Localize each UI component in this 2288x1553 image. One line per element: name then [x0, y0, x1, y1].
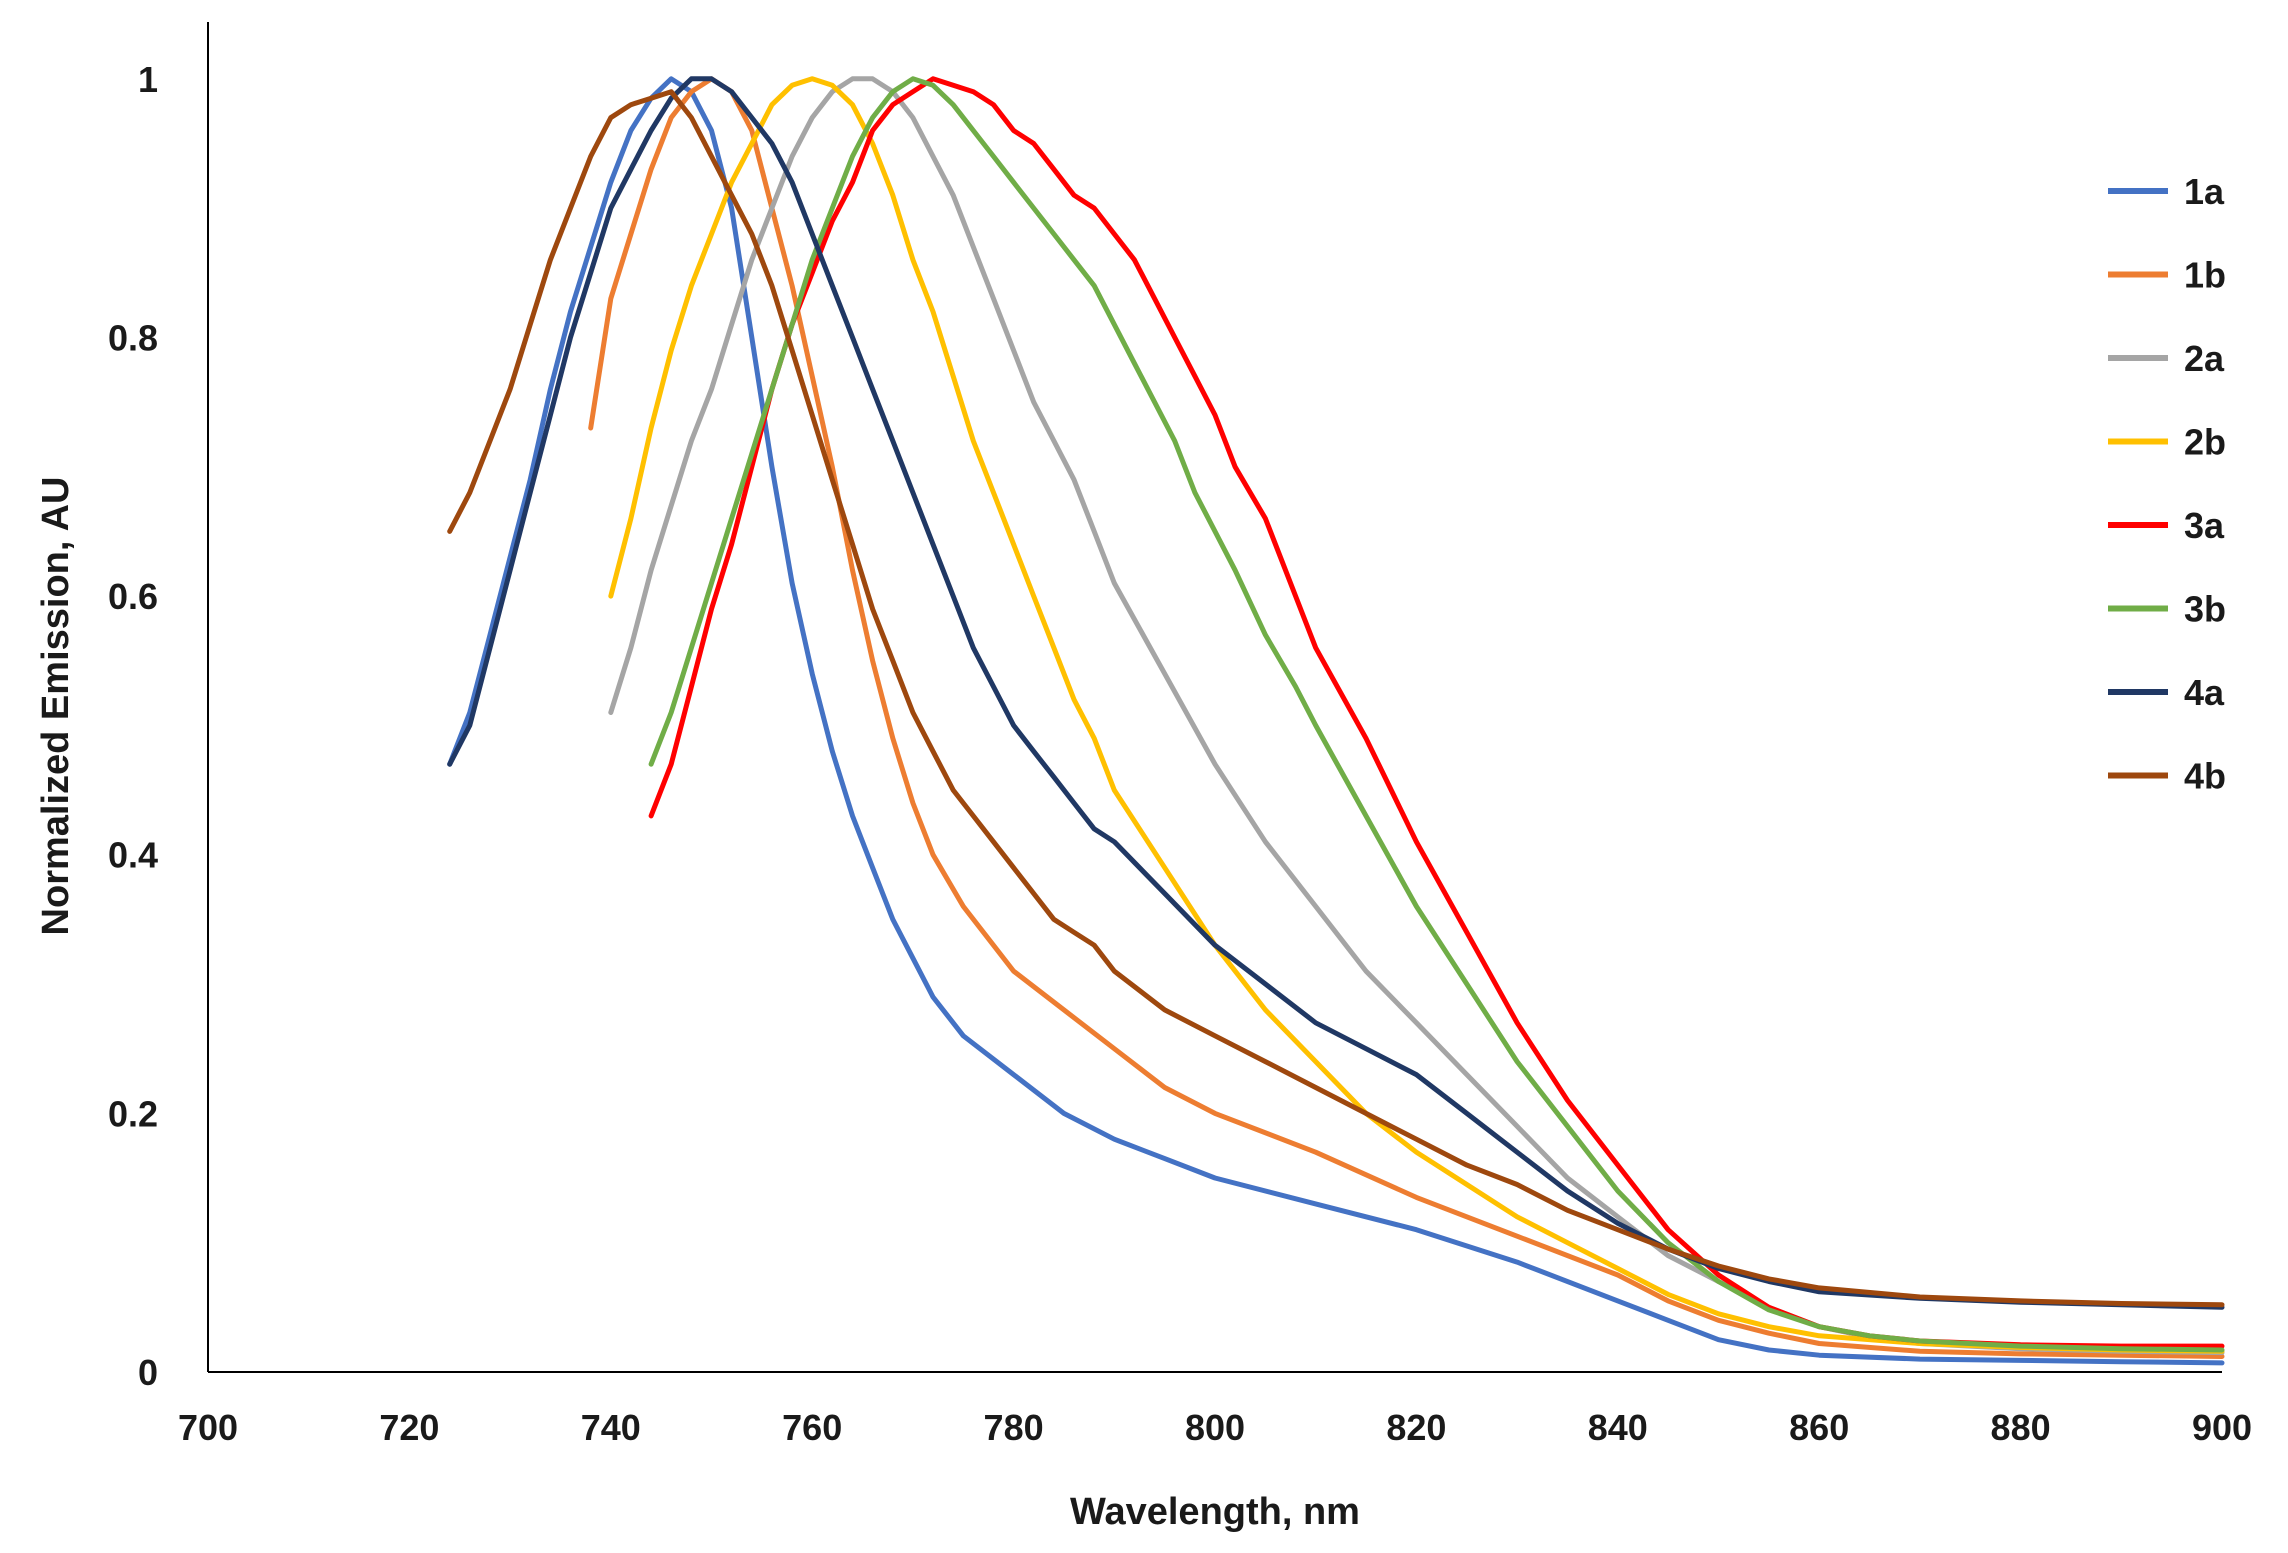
- legend-label-4b: 4b: [2184, 756, 2226, 797]
- series-line-4a: [447, 76, 2225, 1310]
- legend-label-2a: 2a: [2184, 338, 2225, 379]
- legend-label-1b: 1b: [2184, 255, 2226, 296]
- legend: 1a 1b 2a 2b 3a 3b 4a 4b: [2108, 171, 2226, 797]
- y-tick-label: 1: [138, 59, 158, 100]
- x-tick-labels: 700 720 740 760 780 800 820 840 860 880 900: [178, 1407, 2252, 1448]
- legend-label-3b: 3b: [2184, 589, 2226, 630]
- y-tick-label: 0.2: [108, 1093, 158, 1134]
- x-tick-label: 880: [1991, 1407, 2051, 1448]
- axes: [207, 22, 2222, 1373]
- series-line-4b: [447, 89, 2225, 1308]
- series-line-1b: [588, 76, 2225, 1359]
- y-tick-label: 0.4: [108, 835, 158, 876]
- series-line-2a: [608, 76, 2225, 1356]
- y-tick-labels: 0 0.2 0.4 0.6 0.8 1: [108, 59, 158, 1393]
- x-tick-label: 780: [984, 1407, 1044, 1448]
- x-tick-label: 900: [2192, 1407, 2252, 1448]
- series-line-3b: [648, 76, 2225, 1353]
- x-axis-title: Wavelength, nm: [1070, 1491, 1360, 1533]
- y-tick-label: 0: [138, 1352, 158, 1393]
- x-tick-label: 740: [581, 1407, 641, 1448]
- legend-label-2b: 2b: [2184, 422, 2226, 463]
- x-tick-label: 700: [178, 1407, 238, 1448]
- series-line-2b: [608, 76, 2225, 1354]
- x-tick-label: 820: [1386, 1407, 1446, 1448]
- legend-label-3a: 3a: [2184, 505, 2225, 546]
- y-axis-title: Normalized Emission, AU: [35, 477, 77, 936]
- series-line-3a: [648, 76, 2225, 1349]
- x-tick-label: 800: [1185, 1407, 1245, 1448]
- y-tick-label: 0.8: [108, 317, 158, 358]
- series-lines: [447, 76, 2225, 1366]
- x-tick-label: 840: [1588, 1407, 1648, 1448]
- x-tick-label: 720: [379, 1407, 439, 1448]
- x-tick-label: 760: [782, 1407, 842, 1448]
- legend-label-4a: 4a: [2184, 672, 2225, 713]
- x-tick-label: 860: [1789, 1407, 1849, 1448]
- legend-label-1a: 1a: [2184, 171, 2225, 212]
- y-tick-label: 0.6: [108, 576, 158, 617]
- series-line-1a: [447, 76, 2225, 1366]
